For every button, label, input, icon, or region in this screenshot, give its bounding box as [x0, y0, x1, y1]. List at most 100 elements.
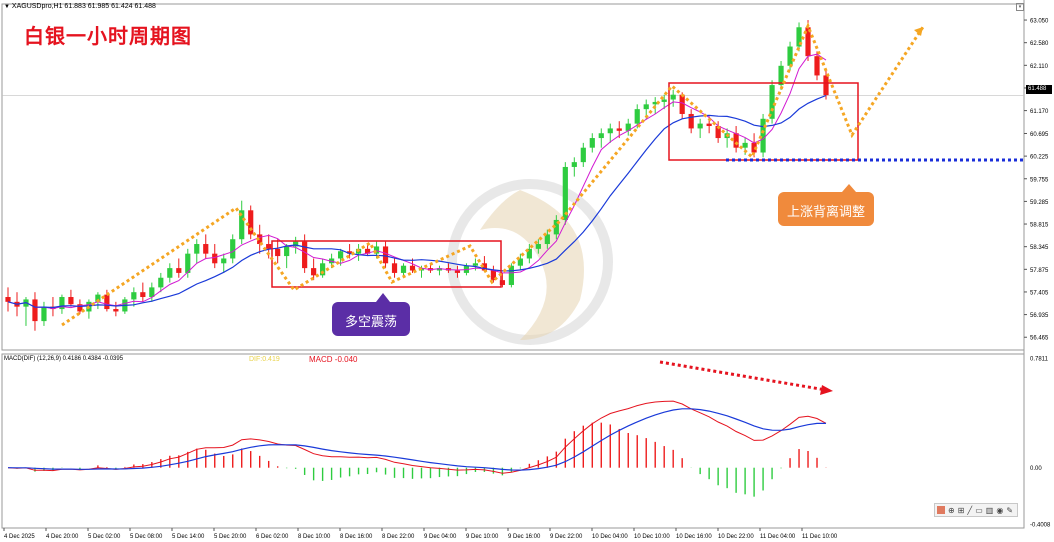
- time-tick-label: 8 Dec 22:00: [382, 534, 415, 540]
- candle-body: [643, 104, 649, 110]
- macd-dif-line: [7, 400, 827, 474]
- range-box: [271, 240, 502, 288]
- candle-body: [409, 265, 416, 271]
- price-tick-label: 56.465: [1030, 336, 1049, 342]
- candle-body: [149, 287, 155, 298]
- candle-body: [652, 101, 658, 105]
- candle-body: [391, 263, 398, 273]
- candle-body: [544, 234, 550, 245]
- price-tick-label: 62.110: [1030, 64, 1049, 70]
- time-tick-label: 10 Dec 10:00: [634, 534, 670, 540]
- candle-body: [508, 265, 514, 285]
- candle-body: [68, 297, 74, 305]
- candle-body: [59, 297, 65, 310]
- candle-body: [373, 246, 380, 254]
- time-tick-label: 9 Dec 10:00: [466, 534, 499, 540]
- time-tick-label: 8 Dec 10:00: [298, 534, 331, 540]
- candle-body: [104, 294, 110, 310]
- ruler-icon[interactable]: ⊞: [957, 505, 965, 515]
- price-tick-label: 59.285: [1030, 200, 1049, 206]
- macd-legend-macd: MACD -0.040: [309, 355, 358, 364]
- price-tick-label: 57.875: [1030, 268, 1049, 274]
- candle-body: [346, 251, 353, 254]
- divergence-badge: 上涨背离调整: [778, 184, 874, 226]
- time-tick-label: 4 Dec 2025: [4, 534, 35, 540]
- candle-body: [203, 244, 209, 254]
- price-tick-label: 62.580: [1030, 41, 1049, 47]
- price-tick-label: 58.345: [1030, 245, 1049, 251]
- candle-body: [679, 94, 685, 114]
- time-tick-label: 10 Dec 22:00: [718, 534, 754, 540]
- candle-body: [778, 65, 784, 86]
- candle-body: [248, 210, 254, 235]
- candle-body: [607, 128, 613, 134]
- candle-body: [481, 263, 488, 271]
- channel-icon[interactable]: ▭: [975, 505, 983, 515]
- candle-body: [212, 253, 218, 264]
- candle-body: [158, 277, 164, 288]
- camera-icon[interactable]: ◉: [996, 505, 1004, 515]
- candle-body: [562, 166, 568, 220]
- divergence-label: 上涨背离调整: [786, 205, 865, 220]
- candle-body: [5, 297, 11, 302]
- candle-body: [733, 133, 739, 148]
- candle-body: [140, 292, 146, 298]
- candle-body: [454, 270, 461, 273]
- time-tick-label: 9 Dec 16:00: [508, 534, 541, 540]
- candle-body: [760, 118, 766, 153]
- pointer-icon[interactable]: [937, 506, 945, 514]
- text-icon[interactable]: ▥: [985, 505, 994, 515]
- watermark-ring: [447, 179, 613, 345]
- candle-body: [131, 292, 137, 300]
- candle-body: [337, 251, 344, 259]
- candle-body: [823, 75, 829, 96]
- price-panel-frame: [1, 3, 1025, 351]
- time-tick-label: 8 Dec 16:00: [340, 534, 373, 540]
- macd-dea-line: [7, 408, 826, 471]
- macd-legend-dif: DIF:0.419: [249, 356, 280, 363]
- panel-collapse-icon[interactable]: ▾: [1016, 3, 1024, 11]
- candle-body: [625, 123, 631, 131]
- candle-body: [499, 280, 505, 285]
- candle-body: [266, 244, 272, 249]
- candle-body: [284, 246, 290, 257]
- price-tick-label: 56.935: [1030, 313, 1049, 319]
- dropdown-arrow-icon[interactable]: ▼: [4, 4, 10, 10]
- time-tick-label: 9 Dec 04:00: [424, 534, 457, 540]
- time-tick-label: 10 Dec 16:00: [676, 534, 712, 540]
- candle-body: [517, 258, 523, 266]
- symbol-info-row: ▼ XAGUSDpro,H1 61.883 61.985 61.424 61.4…: [4, 3, 156, 10]
- candle-body: [113, 309, 119, 312]
- macd-divergence-line: [659, 360, 827, 392]
- time-tick-label: 11 Dec 04:00: [760, 534, 796, 540]
- line-icon[interactable]: ╱: [967, 505, 973, 515]
- macd-label: MACD(DIF) (12,26,9) 0.4186 0.4384 -0.039…: [4, 356, 124, 362]
- candle-body: [796, 27, 802, 47]
- candle-body: [167, 268, 173, 278]
- candle-body: [472, 263, 479, 266]
- time-tick-label: 5 Dec 14:00: [172, 534, 205, 540]
- candle-body: [535, 244, 541, 249]
- candle-body: [751, 142, 757, 153]
- time-tick-label: 5 Dec 20:00: [214, 534, 247, 540]
- candle-body: [787, 46, 793, 66]
- crosshair-icon[interactable]: ⊕: [948, 505, 955, 515]
- zigzag-arrowhead: [914, 27, 923, 36]
- candle-body: [553, 219, 559, 235]
- time-tick-label: 6 Dec 02:00: [256, 534, 289, 540]
- candle-body: [302, 241, 308, 269]
- candle-body: [526, 248, 532, 259]
- candle-body: [176, 268, 182, 273]
- time-tick-label: 5 Dec 08:00: [130, 534, 163, 540]
- zigzag-path: [61, 22, 925, 327]
- candle-body: [436, 268, 443, 271]
- candle-body: [571, 162, 577, 167]
- candle-body: [275, 248, 281, 257]
- macd-divergence-arrowhead: [820, 385, 833, 395]
- wrench-icon[interactable]: ✎: [1006, 505, 1014, 515]
- drawing-toolbar: ⊕ ⊞ ╱ ▭ ▥ ◉ ✎: [934, 503, 1018, 517]
- ma-fast-line: [7, 53, 827, 310]
- candle-body: [77, 304, 83, 312]
